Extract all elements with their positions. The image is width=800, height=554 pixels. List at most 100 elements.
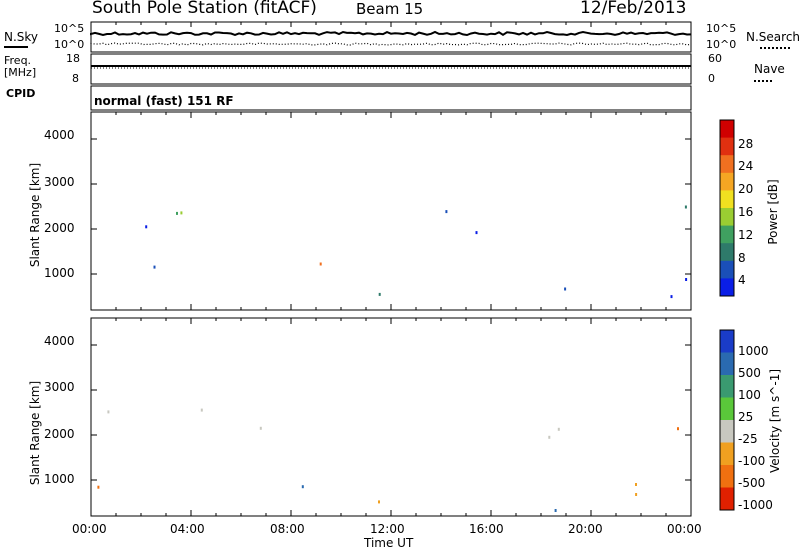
xtick-0400: 04:00 <box>170 522 205 536</box>
cpid-value: normal (fast) 151 RF <box>94 94 234 108</box>
velocity-ytick-2000: 2000 <box>44 427 75 441</box>
nsearch-series-line <box>90 42 692 46</box>
nsky-line-key <box>4 46 28 48</box>
echo-cell <box>635 493 638 496</box>
colorbar-swatch <box>720 155 734 174</box>
echo-cell <box>685 278 688 281</box>
echo-cell <box>557 427 560 431</box>
power-ytick-2000: 2000 <box>44 221 75 235</box>
freq-unit-label: [MHz] <box>4 66 37 79</box>
colorbar-swatch <box>720 278 734 297</box>
nsearch-tick-top: 10^5 <box>706 22 737 35</box>
xtick-0800: 08:00 <box>270 522 305 536</box>
colorbar-swatch <box>720 243 734 262</box>
echo-cell <box>475 231 478 235</box>
echo-cell <box>153 265 156 269</box>
colorbar-swatch <box>720 420 734 443</box>
velocity-ytick-3000: 3000 <box>44 380 75 394</box>
freq-panel-frame <box>90 53 692 85</box>
colorbar-swatch <box>720 225 734 244</box>
colorbar-swatch <box>720 208 734 227</box>
velocity-ytick-1000: 1000 <box>44 472 75 486</box>
echo-cell <box>635 483 637 486</box>
echo-cell <box>378 292 381 296</box>
colorbar-frame <box>719 329 735 511</box>
vel-cb-tick-500: 500 <box>738 366 761 380</box>
colorbar-swatch <box>720 137 734 156</box>
echo-cell <box>378 500 380 504</box>
power-cb-tick-24: 24 <box>738 159 754 173</box>
colorbar-swatch <box>720 465 734 488</box>
echo-cell <box>319 262 322 266</box>
power-cb-tick-20: 20 <box>738 182 754 196</box>
echo-cell <box>259 426 262 430</box>
power-colorbar <box>719 119 735 297</box>
colorbar-swatch <box>720 442 734 466</box>
nsearch-tick-bottom: 10^0 <box>706 38 737 51</box>
nsky-series-line <box>90 30 692 37</box>
power-cb-tick-8: 8 <box>738 251 746 265</box>
colorbar-swatch <box>720 120 734 139</box>
velocity-ylabel: Slant Range [km] <box>28 380 42 486</box>
colorbar-swatch <box>720 375 734 398</box>
colorbar-swatch <box>720 190 734 209</box>
nave-tick-bottom: 0 <box>708 72 715 85</box>
cpid-label: CPID <box>6 87 36 100</box>
freq-tick-bottom: 8 <box>72 72 79 85</box>
freq-tick-top: 18 <box>66 52 80 65</box>
power-ylabel: Slant Range [km] <box>28 162 42 268</box>
xtick-2000: 20:00 <box>568 522 603 536</box>
velocity-panel <box>90 317 692 517</box>
power-ytick-3000: 3000 <box>44 175 75 189</box>
velocity-colorbar <box>719 329 735 511</box>
velocity-ytick-4000: 4000 <box>44 334 75 348</box>
station-title: South Pole Station (fitACF) <box>92 0 317 18</box>
echo-cell <box>107 410 110 414</box>
colorbar-swatch <box>720 397 734 421</box>
vel-cb-tick-minus500: -500 <box>738 476 766 490</box>
vel-cb-tick-minus1000: -1000 <box>738 498 773 512</box>
power-ytick-1000: 1000 <box>44 266 75 280</box>
echo-cell <box>684 205 687 209</box>
colorbar-swatch <box>720 487 734 511</box>
nave-label: Nave <box>754 62 785 76</box>
echo-cell <box>176 211 178 215</box>
power-cb-tick-12: 12 <box>738 228 754 242</box>
echo-cell <box>554 509 557 512</box>
colorbar-swatch <box>720 330 734 353</box>
freq-label: Freq. <box>4 54 32 67</box>
power-panel <box>90 111 692 311</box>
top-panels <box>90 21 692 111</box>
xtick-0000: 00:00 <box>72 522 107 536</box>
colorbar-frame <box>719 119 735 297</box>
power-colorbar-label: Power [dB] <box>766 179 780 245</box>
echo-cell <box>200 408 203 412</box>
power-ytick-4000: 4000 <box>44 128 75 142</box>
xtick-2400: 00:00 <box>667 522 702 536</box>
power-cb-tick-16: 16 <box>738 205 754 219</box>
echo-cell <box>445 210 448 214</box>
echo-cell <box>548 435 551 439</box>
vel-cb-tick-25: 25 <box>738 410 754 424</box>
nave-line-key <box>754 80 772 82</box>
velocity-panel-frame <box>90 317 692 517</box>
vel-cb-tick-1000: 1000 <box>738 344 769 358</box>
nsearch-label: N.Search <box>746 30 800 44</box>
xtick-1600: 16:00 <box>469 522 504 536</box>
colorbar-swatch <box>720 172 734 191</box>
nsky-tick-top: 10^5 <box>54 22 85 35</box>
date-title: 12/Feb/2013 <box>580 0 687 18</box>
power-cb-tick-4: 4 <box>738 273 746 287</box>
vel-cb-tick-minus100: -100 <box>738 454 766 468</box>
echo-cell <box>677 427 679 431</box>
echo-cell <box>145 225 148 229</box>
velocity-colorbar-label: Velocity [m s^-1] <box>768 368 782 474</box>
colorbar-swatch <box>720 260 734 279</box>
echo-cell <box>670 295 673 299</box>
power-panel-frame <box>90 111 692 311</box>
power-cb-tick-28: 28 <box>738 137 754 151</box>
nave-tick-top: 60 <box>708 52 722 65</box>
vel-cb-tick-minus25: -25 <box>738 432 758 446</box>
nsky-label: N.Sky <box>4 30 39 44</box>
